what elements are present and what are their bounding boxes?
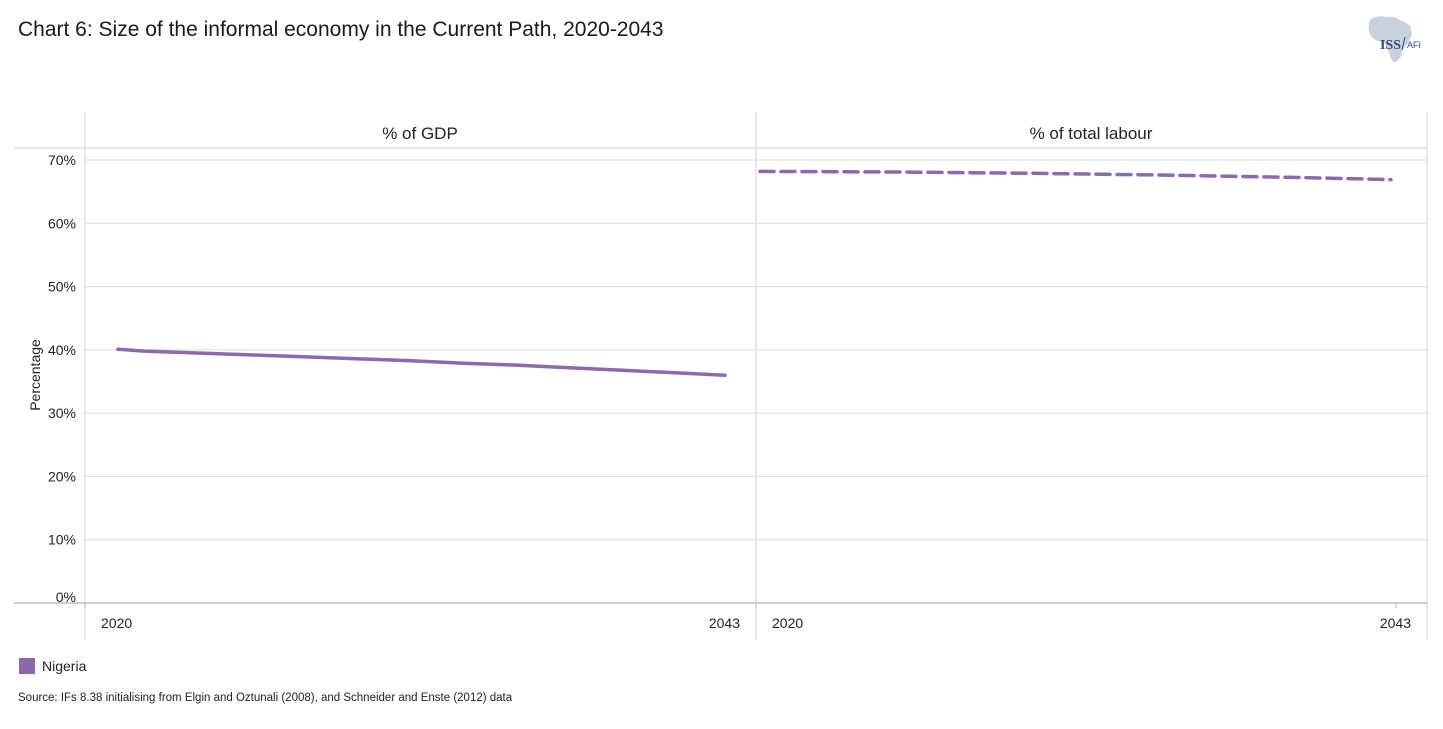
y-tick-label-60: 60%	[48, 215, 76, 231]
legend-swatch-nigeria	[19, 658, 35, 674]
x-label-gdp-end: 2043	[709, 615, 740, 631]
source-note: Source: IFs 8.38 initialising from Elgin…	[18, 692, 513, 704]
x-label-labour-end: 2043	[1380, 615, 1411, 631]
legend: Nigeria	[19, 656, 86, 676]
panel-title-gdp: % of GDP	[382, 124, 458, 143]
africa-map-shape	[1368, 16, 1412, 62]
legend-label-nigeria: Nigeria	[42, 658, 87, 674]
y-tick-label-40: 40%	[48, 342, 76, 358]
y-tick-label-30: 30%	[48, 405, 76, 421]
chart-svg: % of GDP % of total labour 0% 10% 20% 30% 40…	[14, 112, 1428, 640]
y-tick-label-10: 10%	[48, 532, 76, 548]
y-tick-label-0: 0%	[56, 589, 76, 605]
panel-titles: % of GDP % of total labour	[382, 124, 1153, 143]
logo-divider	[1401, 36, 1406, 51]
series-lines	[116, 169, 1393, 377]
y-tick-label-70: 70%	[48, 152, 76, 168]
gridlines	[85, 159, 1427, 541]
logo-afi-text: AFI	[1407, 40, 1421, 50]
panel-title-labour: % of total labour	[1030, 124, 1153, 143]
series-line-labour-nigeria	[758, 169, 1393, 182]
y-tick-label-50: 50%	[48, 279, 76, 295]
x-label-gdp-start: 2020	[101, 615, 132, 631]
series-line-gdp-nigeria	[116, 347, 727, 377]
chart-frame	[14, 112, 1428, 640]
y-axis-label: Percentage	[27, 339, 43, 411]
iss-afi-logo: ISS AFI	[1368, 16, 1421, 62]
x-label-labour-start: 2020	[772, 615, 803, 631]
y-tick-labels: 0% 10% 20% 30% 40% 50% 60% 70%	[48, 152, 76, 605]
logo-iss-text: ISS	[1380, 38, 1401, 53]
x-axis: 2020 2043 2020 2043	[14, 602, 1427, 631]
chart-title: Chart 6: Size of the informal economy in…	[18, 18, 664, 41]
y-tick-label-20: 20%	[48, 468, 76, 484]
